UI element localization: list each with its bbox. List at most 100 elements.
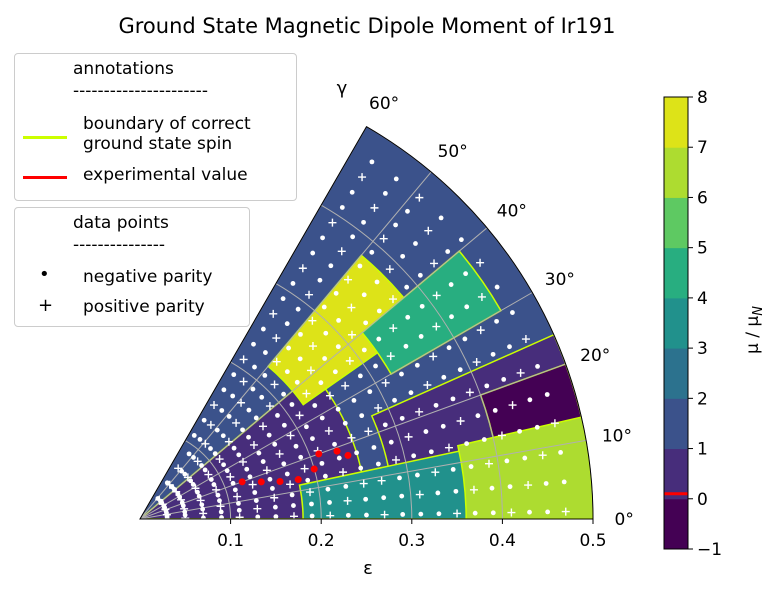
experimental-point xyxy=(310,465,318,473)
negative-parity-marker xyxy=(328,263,334,269)
grid-spoke xyxy=(139,363,566,520)
colorbar-tick-label: 1 xyxy=(697,440,708,460)
negative-parity-marker xyxy=(200,506,206,512)
positive-parity-marker xyxy=(216,502,225,511)
positive-parity-marker xyxy=(341,381,350,390)
negative-parity-marker xyxy=(361,219,366,225)
negative-parity-marker xyxy=(445,249,451,254)
negative-parity-marker xyxy=(220,433,226,439)
negative-parity-marker xyxy=(438,215,444,221)
positive-parity-marker xyxy=(516,368,525,377)
negative-parity-marker xyxy=(336,318,341,323)
positive-parity-marker xyxy=(392,455,401,464)
negative-parity-marker xyxy=(252,490,258,495)
positive-parity-marker xyxy=(305,290,314,299)
negative-parity-marker xyxy=(289,402,295,407)
legend-annotations: annotations ---------------------- bound… xyxy=(14,53,297,201)
negative-parity-marker xyxy=(393,222,398,228)
negative-parity-marker xyxy=(289,492,295,498)
positive-parity-marker xyxy=(324,426,333,435)
negative-parity-marker xyxy=(202,467,208,473)
negative-parity-marker xyxy=(393,176,399,182)
negative-parity-marker xyxy=(345,512,351,518)
negative-parity-marker xyxy=(363,496,369,502)
negative-parity-marker xyxy=(295,306,301,312)
negative-parity-marker xyxy=(367,389,373,395)
positive-parity-marker xyxy=(508,401,517,410)
negative-parity-marker xyxy=(232,487,238,493)
positive-parity-marker xyxy=(431,468,440,477)
negative-parity-marker xyxy=(320,235,325,241)
positive-parity-marker xyxy=(472,358,481,367)
negative-parity-marker xyxy=(179,468,185,474)
negative-parity-marker xyxy=(259,394,265,400)
positive-parity-marker xyxy=(370,203,379,212)
legend-boundary-line xyxy=(23,136,67,139)
positive-parity-marker xyxy=(388,295,397,304)
x-tick-label: 0.4 xyxy=(489,531,516,551)
negative-parity-marker xyxy=(423,429,429,434)
negative-parity-marker xyxy=(399,371,404,377)
positive-parity-marker xyxy=(272,334,281,343)
negative-parity-marker xyxy=(267,476,273,482)
positive-parity-marker xyxy=(476,326,485,335)
negative-parity-marker xyxy=(382,190,388,196)
negative-parity-marker xyxy=(492,407,498,413)
negative-parity-marker xyxy=(400,512,406,517)
negative-parity-marker xyxy=(309,501,314,507)
gamma-tick-label: 50° xyxy=(438,142,468,162)
negative-parity-marker xyxy=(419,303,425,309)
negative-parity-marker xyxy=(450,396,456,402)
positive-parity-marker xyxy=(298,264,307,273)
positive-parity-marker xyxy=(364,427,373,436)
gamma-tick-label: 60° xyxy=(369,94,399,114)
negative-parity-marker xyxy=(417,272,423,278)
negative-parity-marker xyxy=(490,510,496,516)
x-tick-label: 0.1 xyxy=(217,531,244,551)
negative-parity-marker xyxy=(350,234,356,240)
negative-parity-marker xyxy=(236,501,241,506)
negative-parity-marker xyxy=(305,477,311,483)
negative-parity-marker xyxy=(284,321,290,327)
negative-parity-marker xyxy=(304,424,309,430)
negative-parity-marker xyxy=(319,415,325,421)
negative-parity-marker xyxy=(286,345,291,351)
colorbar-tick-label: 0 xyxy=(697,490,708,510)
legend-experimental-line xyxy=(23,176,67,179)
negative-parity-marker xyxy=(376,308,382,314)
negative-parity-marker xyxy=(376,336,382,342)
negative-parity-marker xyxy=(517,428,522,434)
negative-parity-marker xyxy=(236,507,242,513)
positive-parity-marker xyxy=(306,488,315,497)
negative-parity-marker xyxy=(494,284,500,290)
negative-parity-marker xyxy=(359,413,365,419)
legend-data-points: data points --------------- • negative p… xyxy=(14,207,250,327)
negative-parity-marker xyxy=(253,498,259,503)
negative-parity-marker xyxy=(450,466,456,472)
positive-parity-marker xyxy=(239,377,248,386)
positive-parity-marker xyxy=(174,464,183,473)
negative-parity-marker xyxy=(411,453,417,459)
positive-parity-marker xyxy=(326,511,335,520)
negative-parity-marker xyxy=(182,471,188,477)
negative-parity-marker xyxy=(468,464,474,469)
negative-parity-marker xyxy=(489,485,495,491)
positive-parity-marker xyxy=(386,352,395,361)
negative-parity-marker xyxy=(211,482,217,487)
negative-parity-marker xyxy=(357,373,363,379)
negative-parity-marker xyxy=(435,490,441,496)
negative-parity-marker xyxy=(339,205,345,210)
negative-parity-marker xyxy=(253,415,259,421)
negative-parity-marker xyxy=(191,433,197,438)
colorbar-tick-label: −1 xyxy=(697,540,722,560)
negative-parity-marker xyxy=(188,478,194,484)
negative-parity-marker xyxy=(325,486,331,492)
negative-parity-marker xyxy=(453,488,459,494)
colorbar-segment xyxy=(664,247,688,299)
legend-experimental-label: experimental value xyxy=(83,165,248,185)
positive-parity-marker xyxy=(374,403,383,412)
positive-parity-marker xyxy=(201,439,210,448)
negative-parity-marker xyxy=(415,472,420,478)
positive-parity-marker xyxy=(339,468,348,477)
negative-parity-marker xyxy=(448,282,454,287)
